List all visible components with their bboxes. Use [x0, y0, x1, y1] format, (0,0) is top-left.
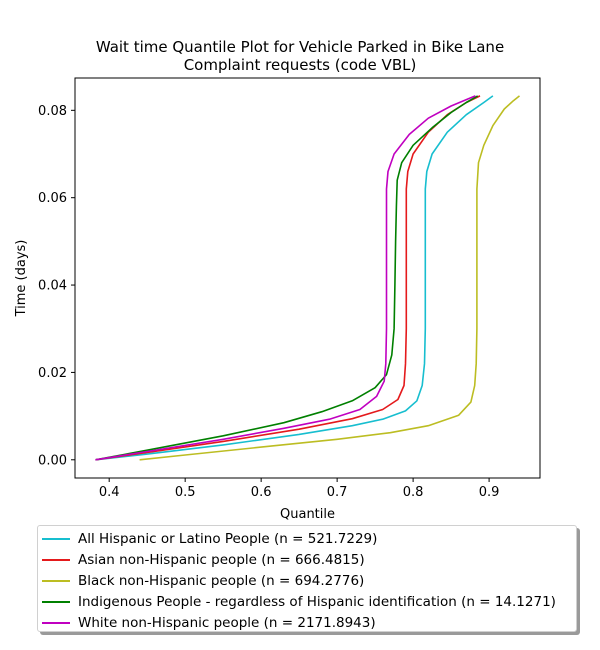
x-tick-label: 0.8 — [403, 485, 424, 500]
y-axis: 0.00 0.02 0.04 0.06 0.08 — [38, 104, 75, 468]
y-tick-label: 0.02 — [38, 366, 67, 381]
legend-item: White non-Hispanic people (n = 2171.8943… — [42, 612, 376, 633]
x-tick-label: 0.4 — [99, 485, 120, 500]
legend-label: Black non-Hispanic people (n = 694.2776) — [78, 572, 365, 589]
legend-item: Black non-Hispanic people (n = 694.2776) — [42, 570, 364, 591]
legend-item: All Hispanic or Latino People (n = 521.7… — [42, 528, 377, 549]
series-line-0 — [95, 95, 494, 461]
chart-title: Wait time Quantile Plot for Vehicle Park… — [95, 38, 505, 56]
legend-swatch — [42, 537, 70, 540]
legend-swatch — [42, 600, 70, 603]
y-tick-label: 0.04 — [38, 279, 67, 294]
axes-frame — [74, 77, 541, 479]
x-tick-label: 0.5 — [175, 485, 196, 500]
legend-label: Asian non-Hispanic people (n = 666.4815) — [78, 551, 365, 568]
legend-swatch — [42, 579, 70, 582]
legend-label: Indigenous People - regardless of Hispan… — [78, 593, 556, 610]
legend: All Hispanic or Latino People (n = 521.7… — [37, 525, 577, 632]
x-axis: 0.4 0.5 0.6 0.7 0.8 0.9 — [99, 478, 500, 500]
y-tick-label: 0.00 — [38, 453, 67, 468]
y-axis-label: Time (days) — [14, 240, 29, 318]
x-tick-label: 0.6 — [251, 485, 272, 500]
legend-label: White non-Hispanic people (n = 2171.8943… — [78, 614, 376, 631]
series-line-4 — [95, 95, 476, 461]
x-tick-label: 0.7 — [327, 485, 348, 500]
legend-item: Indigenous People - regardless of Hispan… — [42, 591, 556, 612]
x-axis-label: Quantile — [280, 507, 335, 522]
x-tick-label: 0.9 — [479, 485, 500, 500]
y-tick-label: 0.08 — [38, 104, 67, 119]
chart-subtitle: Complaint requests (code VBL) — [183, 56, 417, 74]
series-line-3 — [95, 95, 479, 461]
legend-swatch — [42, 558, 70, 561]
y-tick-label: 0.06 — [38, 191, 67, 206]
legend-item: Asian non-Hispanic people (n = 666.4815) — [42, 549, 365, 570]
series-line-2 — [139, 95, 520, 461]
plot-lines — [95, 95, 520, 461]
legend-swatch — [42, 621, 70, 624]
series-line-1 — [95, 95, 481, 461]
legend-label: All Hispanic or Latino People (n = 521.7… — [78, 530, 378, 547]
